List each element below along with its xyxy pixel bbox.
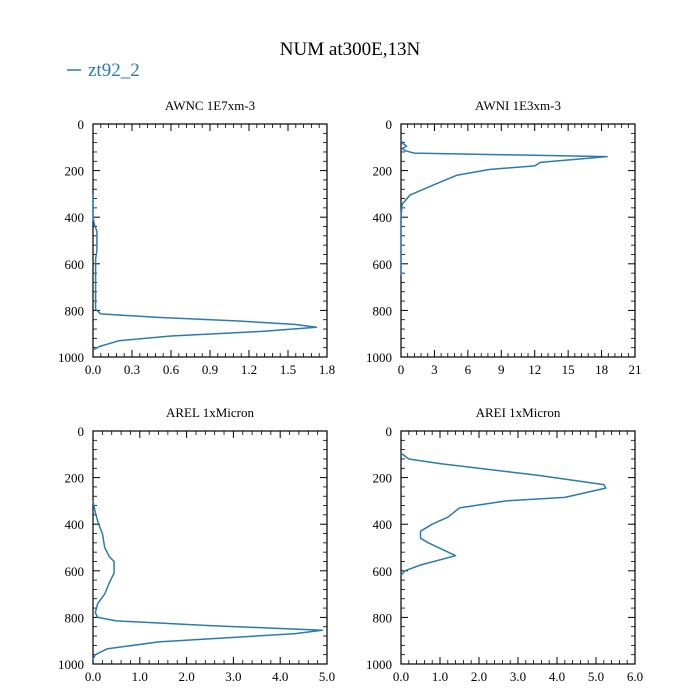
y-tick-label: 600 xyxy=(373,257,393,272)
legend: zt92_2 xyxy=(67,60,140,81)
x-tick-label: 12 xyxy=(528,362,541,377)
x-tick-label: 6.0 xyxy=(627,669,643,684)
panel-title: AWNC 1E7xm-3 xyxy=(165,98,255,113)
x-tick-label: 0.0 xyxy=(393,669,409,684)
x-tick-label: 0.3 xyxy=(124,362,140,377)
x-tick-label: 1.0 xyxy=(432,669,448,684)
y-tick-label: 1000 xyxy=(58,350,84,365)
x-tick-label: 21 xyxy=(629,362,642,377)
y-tick-label: 0 xyxy=(78,424,85,439)
plot-frame xyxy=(400,123,636,358)
plot-frame xyxy=(92,430,328,665)
x-tick-label: 5.0 xyxy=(319,669,335,684)
x-tick-label: 0.0 xyxy=(85,362,101,377)
x-tick-label: 1.0 xyxy=(132,669,148,684)
panel: AWNI 1E3xm-3 0 3 6 9 12 15 18 21 0 200 400 600 800 100… xyxy=(366,98,642,377)
y-tick-label: 400 xyxy=(373,210,393,225)
panel-title: AREL 1xMicron xyxy=(166,405,254,420)
y-tick-label: 800 xyxy=(65,610,85,625)
y-tick-label: 1000 xyxy=(58,657,84,672)
y-tick-label: 200 xyxy=(65,164,85,179)
x-tick-label: 0.0 xyxy=(85,669,101,684)
x-tick-label: 0.9 xyxy=(202,362,218,377)
x-tick-label: 2.0 xyxy=(471,669,487,684)
y-tick-label: 400 xyxy=(373,517,393,532)
legend-label: zt92_2 xyxy=(88,60,140,81)
series-line xyxy=(92,193,318,351)
x-tick-label: 4.0 xyxy=(272,669,288,684)
plot-frame xyxy=(92,123,328,358)
series-line xyxy=(92,500,324,660)
y-tick-label: 0 xyxy=(386,424,393,439)
x-tick-label: 0.6 xyxy=(163,362,180,377)
x-tick-label: 0 xyxy=(398,362,405,377)
panel: AWNC 1E7xm-3 0.0 0.3 0.6 0.9 1.2 1.5 1.8 0 200 400… xyxy=(58,98,335,377)
x-tick-label: 5.0 xyxy=(588,669,604,684)
y-tick-label: 800 xyxy=(65,303,85,318)
series-line xyxy=(400,452,607,576)
panel: AREI 1xMicron 0.0 1.0 2.0 3.0 4.0 5.0 6.0 0 200 40… xyxy=(366,405,643,684)
y-tick-label: 0 xyxy=(78,117,85,132)
y-tick-label: 200 xyxy=(373,164,393,179)
x-tick-label: 3 xyxy=(431,362,438,377)
plot-frame xyxy=(400,430,636,665)
x-tick-label: 6 xyxy=(465,362,472,377)
y-tick-label: 0 xyxy=(386,117,393,132)
series-line xyxy=(400,139,608,276)
x-tick-label: 4.0 xyxy=(549,669,565,684)
y-tick-label: 400 xyxy=(65,517,85,532)
y-tick-label: 600 xyxy=(65,564,85,579)
panel-title: AREI 1xMicron xyxy=(476,405,561,420)
x-tick-label: 1.8 xyxy=(319,362,335,377)
y-tick-label: 200 xyxy=(373,471,393,486)
panels: AWNC 1E7xm-3 0.0 0.3 0.6 0.9 1.2 1.5 1.8 0 200 400… xyxy=(58,98,643,684)
panel: AREL 1xMicron 0.0 1.0 2.0 3.0 4.0 5.0 0 200 400 60… xyxy=(58,405,335,684)
panel-title: AWNI 1E3xm-3 xyxy=(475,98,561,113)
y-tick-label: 200 xyxy=(65,471,85,486)
y-tick-label: 600 xyxy=(373,564,393,579)
x-tick-label: 3.0 xyxy=(225,669,241,684)
x-tick-label: 15 xyxy=(562,362,575,377)
y-tick-label: 800 xyxy=(373,303,393,318)
figure-title: NUM at300E,13N xyxy=(280,39,421,60)
y-tick-label: 600 xyxy=(65,257,85,272)
y-tick-label: 400 xyxy=(65,210,85,225)
x-tick-label: 9 xyxy=(498,362,505,377)
x-tick-label: 2.0 xyxy=(178,669,194,684)
y-tick-label: 1000 xyxy=(366,657,392,672)
y-tick-label: 1000 xyxy=(366,350,392,365)
x-tick-label: 1.5 xyxy=(280,362,296,377)
x-tick-label: 3.0 xyxy=(510,669,526,684)
y-tick-label: 800 xyxy=(373,610,393,625)
x-tick-label: 1.2 xyxy=(241,362,257,377)
x-tick-label: 18 xyxy=(595,362,608,377)
